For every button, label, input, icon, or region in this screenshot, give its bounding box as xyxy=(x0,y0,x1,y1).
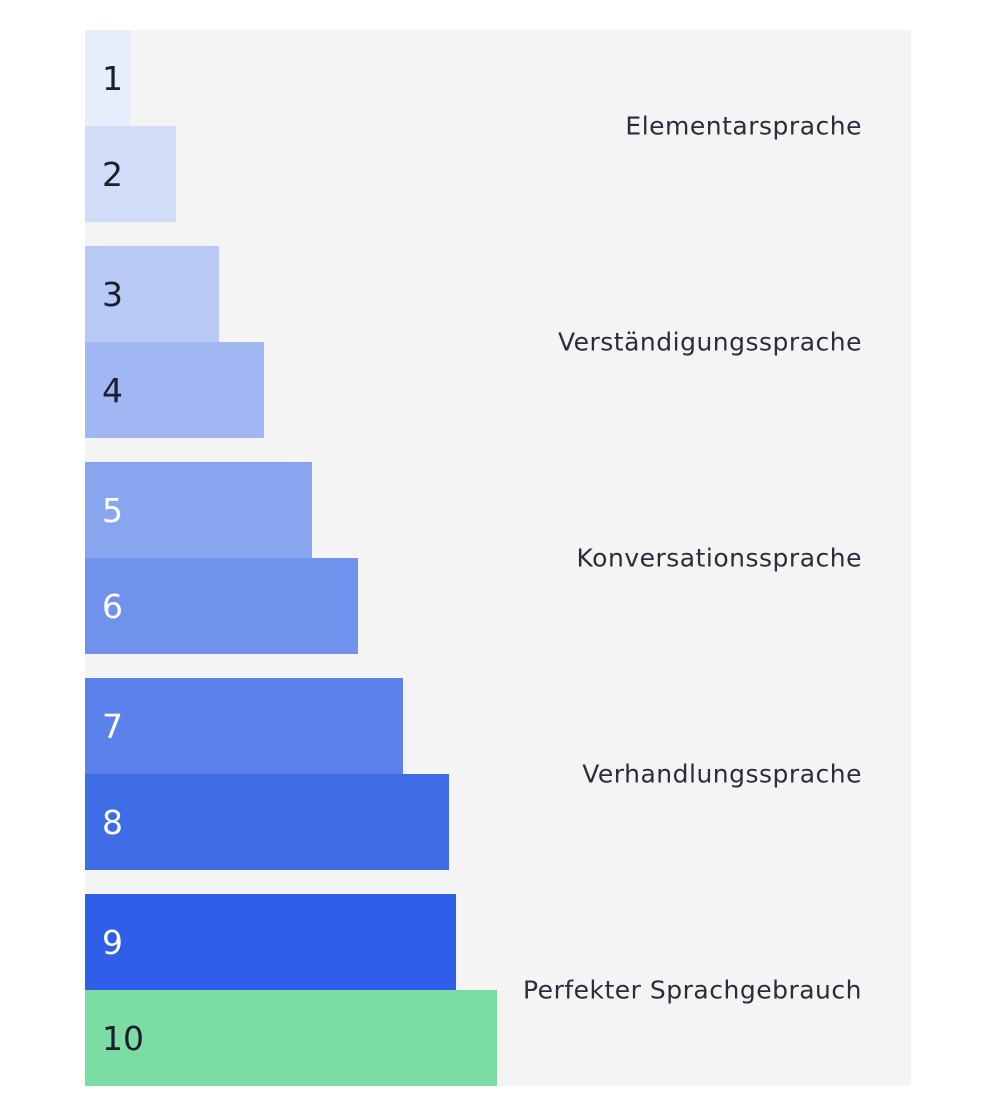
level-number: 1 xyxy=(102,58,123,98)
level-bar: 9 xyxy=(85,894,456,990)
group-label: Verständigungssprache xyxy=(557,327,862,357)
group-label: Verhandlungssprache xyxy=(582,759,862,789)
level-bar: 7 xyxy=(85,678,403,774)
level-bar: 1 xyxy=(85,30,130,126)
level-bar: 3 xyxy=(85,246,219,342)
group-label: Elementarsprache xyxy=(625,111,862,141)
level-number: 6 xyxy=(102,586,123,626)
group-label: Perfekter Sprachgebrauch xyxy=(523,975,862,1005)
level-number: 10 xyxy=(102,1018,144,1058)
level-bar: 6 xyxy=(85,558,358,654)
level-bar: 2 xyxy=(85,126,176,222)
level-number: 4 xyxy=(102,370,123,410)
level-bar: 5 xyxy=(85,462,312,558)
level-number: 8 xyxy=(102,802,123,842)
group-label: Konversationssprache xyxy=(576,543,862,573)
level-bar: 10 xyxy=(85,990,497,1086)
level-number: 5 xyxy=(102,490,123,530)
level-bar: 4 xyxy=(85,342,264,438)
level-number: 7 xyxy=(102,706,123,746)
level-number: 3 xyxy=(102,274,123,314)
level-number: 9 xyxy=(102,922,123,962)
level-number: 2 xyxy=(102,154,123,194)
level-bar: 8 xyxy=(85,774,449,870)
